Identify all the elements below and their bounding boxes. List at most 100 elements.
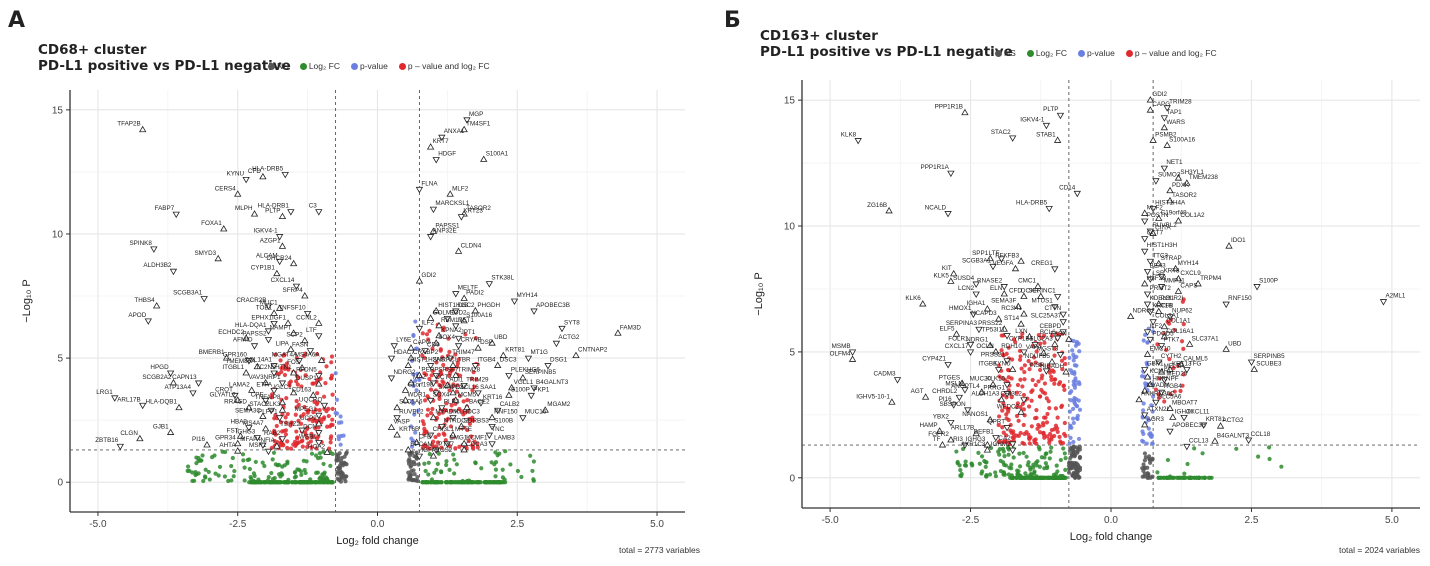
- gene-label: TRIM28: [1169, 99, 1192, 106]
- gene-label: CNTNAP2: [578, 347, 608, 354]
- point-fc: [983, 464, 988, 469]
- gene-marker: [289, 368, 298, 376]
- point-fc: [960, 446, 966, 452]
- gene-label: CRABP2: [413, 349, 439, 356]
- point-both: [1034, 408, 1039, 413]
- y-tick-label: 10: [784, 222, 796, 233]
- gene-label: ALDH1A3: [971, 391, 999, 398]
- gene-label: NET1: [1166, 159, 1183, 166]
- gene-label: TNFAIP8: [255, 394, 281, 401]
- gene-marker: [289, 388, 298, 396]
- gene-marker: [253, 362, 261, 370]
- gene-label: VEGFA: [992, 260, 1014, 267]
- gene-label: MYADM: [1147, 382, 1170, 389]
- point-both: [1021, 422, 1026, 428]
- point-both: [1018, 354, 1023, 359]
- gene-label: GBP1: [1147, 361, 1164, 368]
- gene-marker: [301, 292, 309, 299]
- point-both: [1056, 381, 1062, 387]
- point-fc: [508, 462, 513, 467]
- point-fc: [194, 455, 199, 460]
- gene-marker: [1020, 397, 1028, 404]
- point-fc: [1063, 467, 1068, 472]
- gene-label: C3: [309, 203, 318, 210]
- gene-marker: [1017, 320, 1025, 327]
- gene-marker: [1155, 300, 1163, 307]
- point-both: [1009, 376, 1014, 381]
- point-both: [1178, 388, 1183, 394]
- gene-label: SLC5A6: [1158, 393, 1182, 400]
- point-both: [1042, 415, 1047, 420]
- point-both: [1062, 356, 1067, 361]
- point-both: [1041, 433, 1047, 438]
- gene-label: FOXA1: [201, 220, 222, 227]
- point-p: [336, 434, 341, 439]
- gene-label: CHI3L1: [433, 426, 455, 433]
- gene-marker: [295, 358, 303, 365]
- gene-marker: [1141, 412, 1149, 419]
- gene-marker: [961, 387, 969, 394]
- point-fc: [230, 455, 235, 461]
- gene-marker: [530, 308, 538, 315]
- gene-label: H3F3B: [1147, 275, 1167, 282]
- point-p: [1070, 406, 1076, 411]
- point-fc: [1029, 475, 1034, 480]
- point-both: [437, 396, 442, 402]
- gene-marker: [1183, 443, 1191, 451]
- gene-label: PFKFB3: [995, 252, 1019, 259]
- gene-marker: [446, 190, 454, 197]
- gene-marker: [281, 172, 289, 179]
- point-fc: [222, 474, 228, 479]
- point-both: [1049, 377, 1054, 383]
- gene-label: SEMA3F: [991, 298, 1016, 305]
- gene-marker: [234, 190, 242, 197]
- gridlines: [802, 80, 1420, 508]
- gene-label: SERINC1: [1028, 288, 1056, 295]
- gene-marker: [524, 355, 533, 363]
- gene-marker: [975, 326, 983, 334]
- gene-marker: [460, 316, 468, 324]
- point-fc: [489, 480, 494, 485]
- point-fc: [213, 471, 218, 476]
- gene-label: SCUBE3: [1256, 361, 1282, 368]
- gene-label: CCNL2: [296, 314, 317, 321]
- gene-label: CXCL17: [945, 343, 969, 350]
- gene-label: HIST1H1B: [438, 302, 468, 309]
- point-both: [465, 427, 470, 433]
- point-both: [285, 411, 290, 417]
- point-both: [447, 349, 452, 354]
- point-both: [309, 431, 314, 436]
- gene-marker: [1141, 367, 1149, 374]
- gene-marker: [972, 291, 980, 299]
- gene-label: MYH14: [516, 292, 537, 299]
- point-fc: [270, 457, 275, 462]
- point-both: [447, 388, 452, 393]
- gene-label: MLPH: [235, 205, 253, 212]
- point-fc: [993, 470, 998, 475]
- gene-marker: [1166, 314, 1174, 321]
- gene-marker: [1042, 122, 1051, 130]
- gene-marker: [1160, 322, 1169, 330]
- point-both: [996, 363, 1001, 368]
- gene-marker: [250, 210, 259, 217]
- point-fc: [1038, 475, 1043, 480]
- gene-label: SCGB3A1: [962, 257, 992, 264]
- point-both: [273, 352, 278, 357]
- point-ns: [412, 472, 417, 477]
- gene-label: HLA-DRB1: [258, 203, 290, 210]
- point-fc: [283, 480, 288, 485]
- point-fc: [429, 477, 434, 482]
- point-fc: [503, 449, 508, 454]
- gene-label: ALCAM: [256, 252, 278, 259]
- gene-label: CFD: [248, 168, 261, 175]
- point-both: [1059, 403, 1065, 408]
- point-both: [1059, 358, 1065, 363]
- gene-label: MBOAT7: [1172, 400, 1198, 407]
- point-both: [314, 446, 319, 451]
- point-fc: [1182, 471, 1187, 476]
- gene-marker: [407, 354, 415, 361]
- point-p: [413, 319, 418, 324]
- gene-label: NDUFB5: [1025, 353, 1051, 360]
- point-fc: [1002, 454, 1007, 459]
- gene-label: S100B: [494, 417, 513, 424]
